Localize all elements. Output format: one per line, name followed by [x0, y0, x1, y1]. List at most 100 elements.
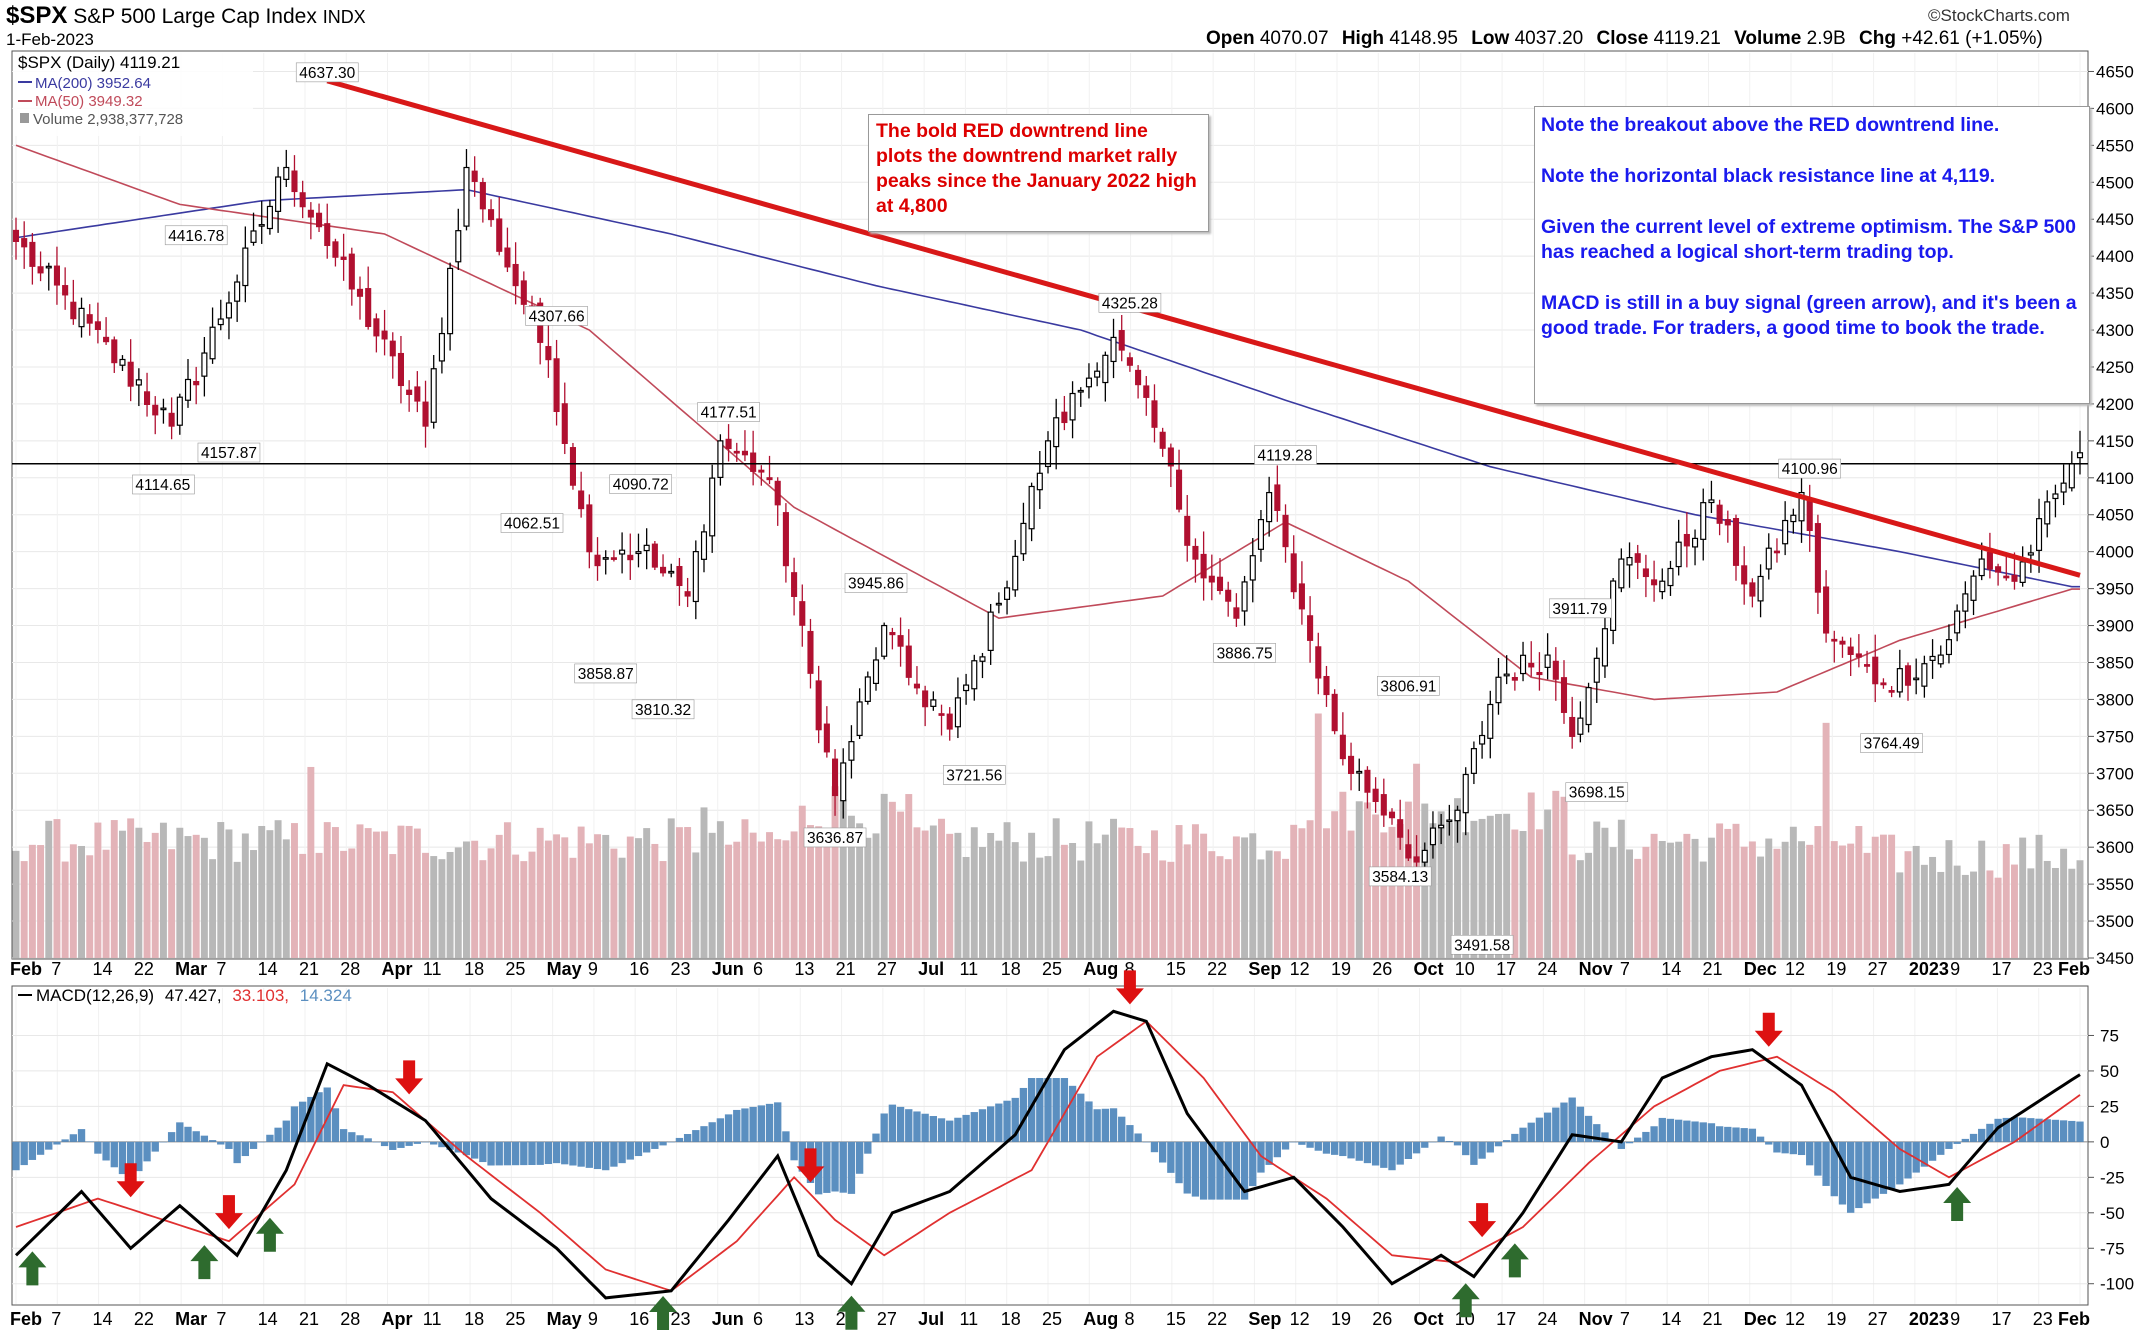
- macd-x-tick-label: Jun: [712, 1309, 744, 1329]
- macd-histogram-bar: [1412, 1141, 1421, 1154]
- candle-body: [479, 182, 486, 210]
- macd-histogram-bar: [864, 1141, 872, 1154]
- candle-body: [1044, 440, 1052, 468]
- volume-bar: [1847, 843, 1855, 958]
- macd-histogram-bar: [1421, 1141, 1429, 1148]
- macd-histogram-bar: [1969, 1133, 1978, 1142]
- macd-histogram-bar: [1437, 1136, 1445, 1142]
- volume-bar: [69, 844, 77, 958]
- candle-body: [1913, 677, 1920, 681]
- volume-bar: [438, 859, 446, 958]
- macd-histogram-bar: [831, 1141, 839, 1192]
- macd-x-tick-label: 27: [1868, 1309, 1888, 1329]
- chart-date: 1-Feb-2023: [6, 30, 94, 49]
- candle-body: [283, 166, 290, 180]
- macd-histogram-bar: [380, 1141, 389, 1147]
- volume-bar: [1314, 713, 1322, 958]
- volume-bar: [1576, 860, 1584, 958]
- candle-body: [1896, 668, 1903, 693]
- x-tick-label: May: [547, 959, 582, 979]
- price-y-axis: 3450 3500 3550 3600 3650 3700 3750 3800 3850 3900…: [2088, 62, 2134, 968]
- x-tick-label: 9: [588, 959, 598, 979]
- macd-histogram-bar: [577, 1141, 585, 1167]
- volume-bar: [1626, 849, 1633, 958]
- macd-histogram-bar: [1118, 1116, 1126, 1142]
- macd-x-tick-label: 11: [959, 1309, 978, 1329]
- macd-histogram-bar: [1961, 1138, 1970, 1142]
- macd-histogram-bar: [1306, 1141, 1314, 1148]
- price-tick-label: 4450: [2096, 210, 2134, 229]
- candle-body: [758, 469, 765, 473]
- macd-histogram-bar: [126, 1141, 135, 1181]
- candle-body: [668, 570, 675, 574]
- macd-histogram-bar: [413, 1141, 422, 1144]
- x-tick-label: 19: [1331, 959, 1351, 979]
- volume-bar: [1495, 813, 1502, 958]
- price-tick-label: 4150: [2096, 432, 2134, 451]
- volume-bar: [970, 827, 978, 958]
- macd-histogram-bar: [151, 1141, 159, 1152]
- candle-body: [45, 265, 52, 269]
- volume-bar: [209, 859, 217, 958]
- volume-bar: [1707, 837, 1715, 958]
- volume-bar: [635, 838, 642, 958]
- macd-histogram-bar: [1249, 1141, 1257, 1187]
- macd-histogram-bar: [1756, 1136, 1765, 1142]
- candle-body: [1831, 638, 1838, 642]
- candle-body: [1700, 502, 1707, 540]
- macd-histogram-bar: [528, 1141, 536, 1166]
- volume-bar: [1773, 848, 1781, 958]
- x-tick-label: Aug: [1083, 959, 1118, 979]
- candle-body: [168, 412, 175, 427]
- macd-histogram-bar: [692, 1130, 700, 1142]
- x-tick-label: 12: [1290, 959, 1310, 979]
- volume-bar: [749, 832, 757, 958]
- macd-x-tick-label: 22: [1207, 1309, 1227, 1329]
- candle-body: [234, 281, 241, 302]
- x-tick-label: 16: [629, 959, 649, 979]
- macd-histogram-bar: [1871, 1141, 1879, 1199]
- candle-body: [963, 684, 970, 692]
- macd-histogram-bar: [1298, 1141, 1306, 1145]
- candle-body: [774, 480, 781, 506]
- x-tick-label: 28: [340, 959, 360, 979]
- volume-bar: [692, 852, 700, 958]
- candle-body: [1380, 794, 1387, 816]
- macd-histogram-bar: [1216, 1141, 1224, 1200]
- volume-bar: [1224, 859, 1232, 958]
- candle-body: [1192, 545, 1199, 560]
- macd-histogram-bar: [1904, 1141, 1912, 1179]
- macd-histogram-bar: [1429, 1141, 1437, 1143]
- volume-bar: [1019, 861, 1027, 958]
- candle-body: [62, 285, 69, 296]
- price-tick-label: 4000: [2096, 543, 2134, 562]
- candle-body: [1102, 354, 1109, 384]
- candle-body: [1290, 553, 1297, 593]
- candle-body: [1978, 558, 1985, 577]
- price-tick-label: 4300: [2096, 321, 2134, 340]
- macd-x-tick-label: Oct: [1414, 1309, 1444, 1329]
- annotation-bg: [500, 513, 564, 533]
- volume-bar: [815, 826, 823, 958]
- sell-arrow-icon: [1115, 970, 1144, 1005]
- macd-histogram-bar: [2043, 1119, 2051, 1142]
- volume-bars: [12, 713, 2084, 958]
- candle-body: [1757, 575, 1764, 602]
- annotation-label: 3698.15: [1569, 785, 1625, 802]
- macd-histogram-bar: [1101, 1108, 1110, 1142]
- macd-histogram-bar: [1470, 1141, 1478, 1165]
- candle-body: [1249, 555, 1256, 581]
- macd-histogram-bar: [896, 1106, 905, 1142]
- macd-x-tick-label: 7: [51, 1309, 61, 1329]
- volume-bar: [2002, 844, 2010, 958]
- macd-histogram-bar: [1937, 1141, 1945, 1155]
- macd-histogram-bar: [1650, 1126, 1658, 1142]
- macd-histogram-bar: [1191, 1141, 1200, 1197]
- volume-bar: [594, 834, 601, 958]
- macd-histogram-bar: [683, 1134, 692, 1142]
- x-tick-label: 7: [51, 959, 61, 979]
- candle-body: [12, 229, 20, 242]
- volume-bar: [1994, 877, 2002, 958]
- volume-bar: [1601, 827, 1609, 958]
- candle-body: [684, 591, 691, 597]
